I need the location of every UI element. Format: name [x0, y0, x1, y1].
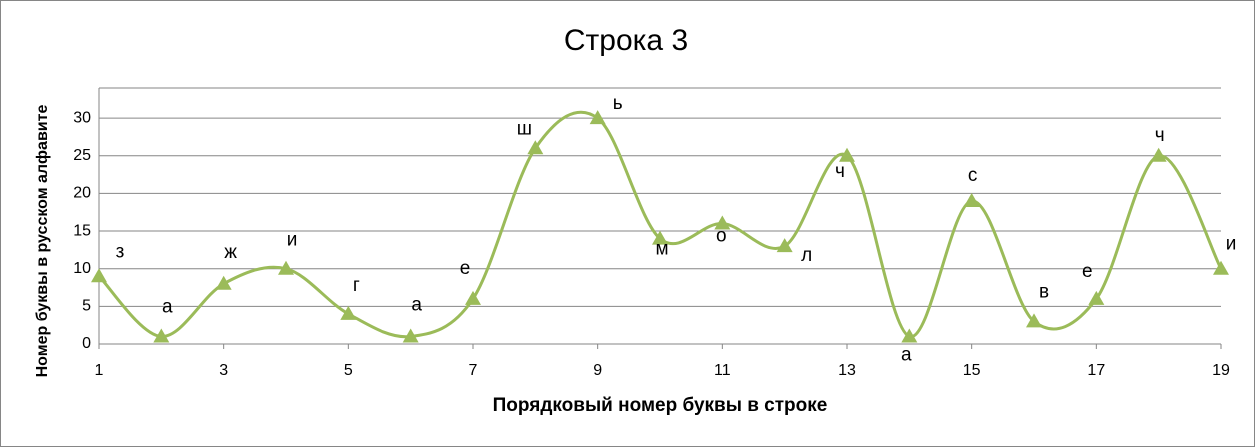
- marker: [652, 230, 668, 245]
- x-tick-label: 13: [838, 362, 856, 379]
- marker: [91, 268, 107, 283]
- marker: [402, 328, 419, 343]
- x-tick-label: 11: [714, 362, 731, 379]
- data-label: и: [1226, 234, 1237, 255]
- data-label: ч: [1155, 125, 1165, 146]
- y-tick-label: 10: [73, 260, 91, 277]
- y-tick-label: 0: [82, 335, 91, 352]
- y-tick-label: 20: [73, 185, 91, 202]
- marker: [1213, 260, 1229, 275]
- chart-title: Строка 3: [564, 24, 688, 57]
- x-tick-label: 15: [963, 362, 981, 379]
- data-label: з: [116, 241, 125, 262]
- marker: [963, 192, 980, 207]
- marker: [776, 238, 793, 253]
- x-tick-label: 19: [1212, 362, 1230, 379]
- data-label: и: [287, 230, 298, 251]
- data-label: ч: [835, 161, 845, 182]
- series-line: [97, 110, 1223, 339]
- marker: [1150, 147, 1167, 162]
- data-label: в: [1039, 281, 1049, 302]
- data-label: а: [901, 344, 912, 365]
- marker: [153, 328, 170, 343]
- data-label: о: [716, 226, 727, 247]
- y-tick-label: 5: [82, 298, 91, 315]
- data-label: м: [655, 239, 668, 260]
- x-tick-label: 3: [219, 362, 228, 379]
- marker: [839, 147, 855, 162]
- data-label: ь: [613, 93, 623, 114]
- marker: [589, 110, 606, 125]
- y-axis-title: Номер буквы в русском алфавите: [34, 105, 51, 378]
- data-label: л: [801, 245, 812, 266]
- marker: [1088, 290, 1105, 305]
- x-tick-label: 9: [593, 362, 602, 379]
- marker: [465, 290, 481, 305]
- data-label: а: [162, 296, 173, 317]
- x-tick-label: 5: [344, 362, 353, 379]
- y-tick-label: 15: [73, 222, 91, 239]
- x-tick-label: 17: [1087, 362, 1105, 379]
- marker: [215, 275, 232, 290]
- x-tick-label: 7: [469, 362, 478, 379]
- marker: [527, 140, 544, 155]
- x-axis-title: Порядковый номер буквы в строке: [493, 395, 828, 416]
- marker: [901, 328, 918, 343]
- y-tick-label: 25: [73, 147, 91, 164]
- marker: [278, 260, 294, 275]
- marker: [1026, 313, 1042, 328]
- data-label: е: [1082, 261, 1093, 282]
- data-label: ш: [517, 118, 532, 139]
- y-tick-label: 30: [73, 109, 91, 126]
- data-label: а: [411, 294, 422, 315]
- data-label: ж: [224, 242, 237, 263]
- data-label: е: [460, 258, 471, 279]
- marker: [340, 305, 357, 320]
- x-tick-label: 1: [95, 362, 104, 379]
- marker: [714, 215, 731, 230]
- data-label: г: [353, 275, 360, 296]
- data-label: с: [968, 165, 978, 186]
